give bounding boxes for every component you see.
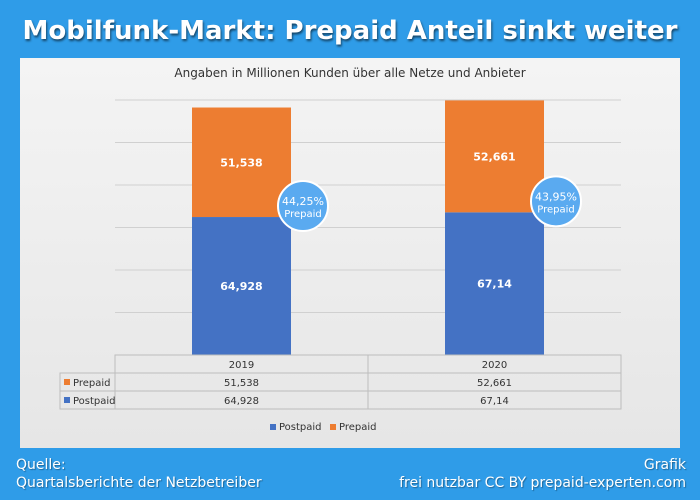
table-cell-postpaid-2019: 64,928 [224,396,259,407]
table-cell-prepaid-2019: 51,538 [224,378,259,389]
table-row-label-postpaid: Postpaid [73,396,116,407]
table-key-postpaid [64,397,70,403]
data-label-postpaid-2020: 67,14 [477,278,512,291]
share-percent-2019: 44,25% [282,195,324,208]
data-label-prepaid-2020: 52,661 [473,150,515,163]
table-key-prepaid [64,379,70,385]
source-text: Quartalsberichte der Netzbetreiber [16,475,262,491]
share-percent-2020: 43,95% [535,190,577,203]
share-label-2020: Prepaid [537,204,575,215]
legend-swatch-prepaid [330,424,336,430]
table-cell-prepaid-2020: 52,661 [477,378,512,389]
legend-label-postpaid: Postpaid [279,422,322,433]
bar-postpaid-2020 [445,212,544,355]
bar-prepaid-2019 [192,107,291,218]
legend-label-prepaid: Prepaid [339,422,377,433]
table-category-2019: 2019 [229,360,254,371]
data-label-postpaid-2019: 64,928 [220,280,262,293]
legend-swatch-postpaid [270,424,276,430]
bar-postpaid-2019 [192,217,291,355]
bar-prepaid-2020 [445,100,544,213]
license-line-1: Grafik [643,457,686,473]
share-bubble-2019 [277,180,329,233]
license-block: Grafik frei nutzbar CC BY prepaid-expert… [399,456,686,492]
data-label-prepaid-2019: 51,538 [220,156,262,169]
source-label: Quelle: [16,457,66,473]
chart-panel: Angaben in Millionen Kunden über alle Ne… [20,58,680,448]
license-line-2: frei nutzbar CC BY prepaid-experten.com [399,475,686,491]
table-cell-postpaid-2020: 67,14 [480,396,509,407]
chart-svg: 64,92851,53867,1452,66144,25%Prepaid43,9… [59,99,622,433]
table-row-label-prepaid: Prepaid [73,378,111,389]
source-block: Quelle: Quartalsberichte der Netzbetreib… [16,456,262,492]
share-label-2019: Prepaid [284,209,322,220]
table-category-2020: 2020 [482,360,507,371]
share-bubble-2020 [530,175,582,228]
chart-title: Mobilfunk-Markt: Prepaid Anteil sinkt we… [22,16,678,46]
chart-subtitle: Angaben in Millionen Kunden über alle Ne… [174,66,526,80]
